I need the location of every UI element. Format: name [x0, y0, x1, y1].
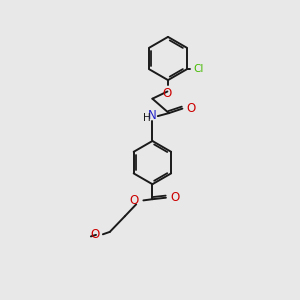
- Text: O: O: [170, 191, 180, 204]
- Text: N: N: [148, 109, 157, 122]
- Text: H: H: [142, 112, 150, 123]
- Text: O: O: [129, 194, 139, 207]
- Text: O: O: [91, 228, 100, 242]
- Text: O: O: [187, 102, 196, 115]
- Text: O: O: [163, 87, 172, 100]
- Text: Cl: Cl: [193, 64, 204, 74]
